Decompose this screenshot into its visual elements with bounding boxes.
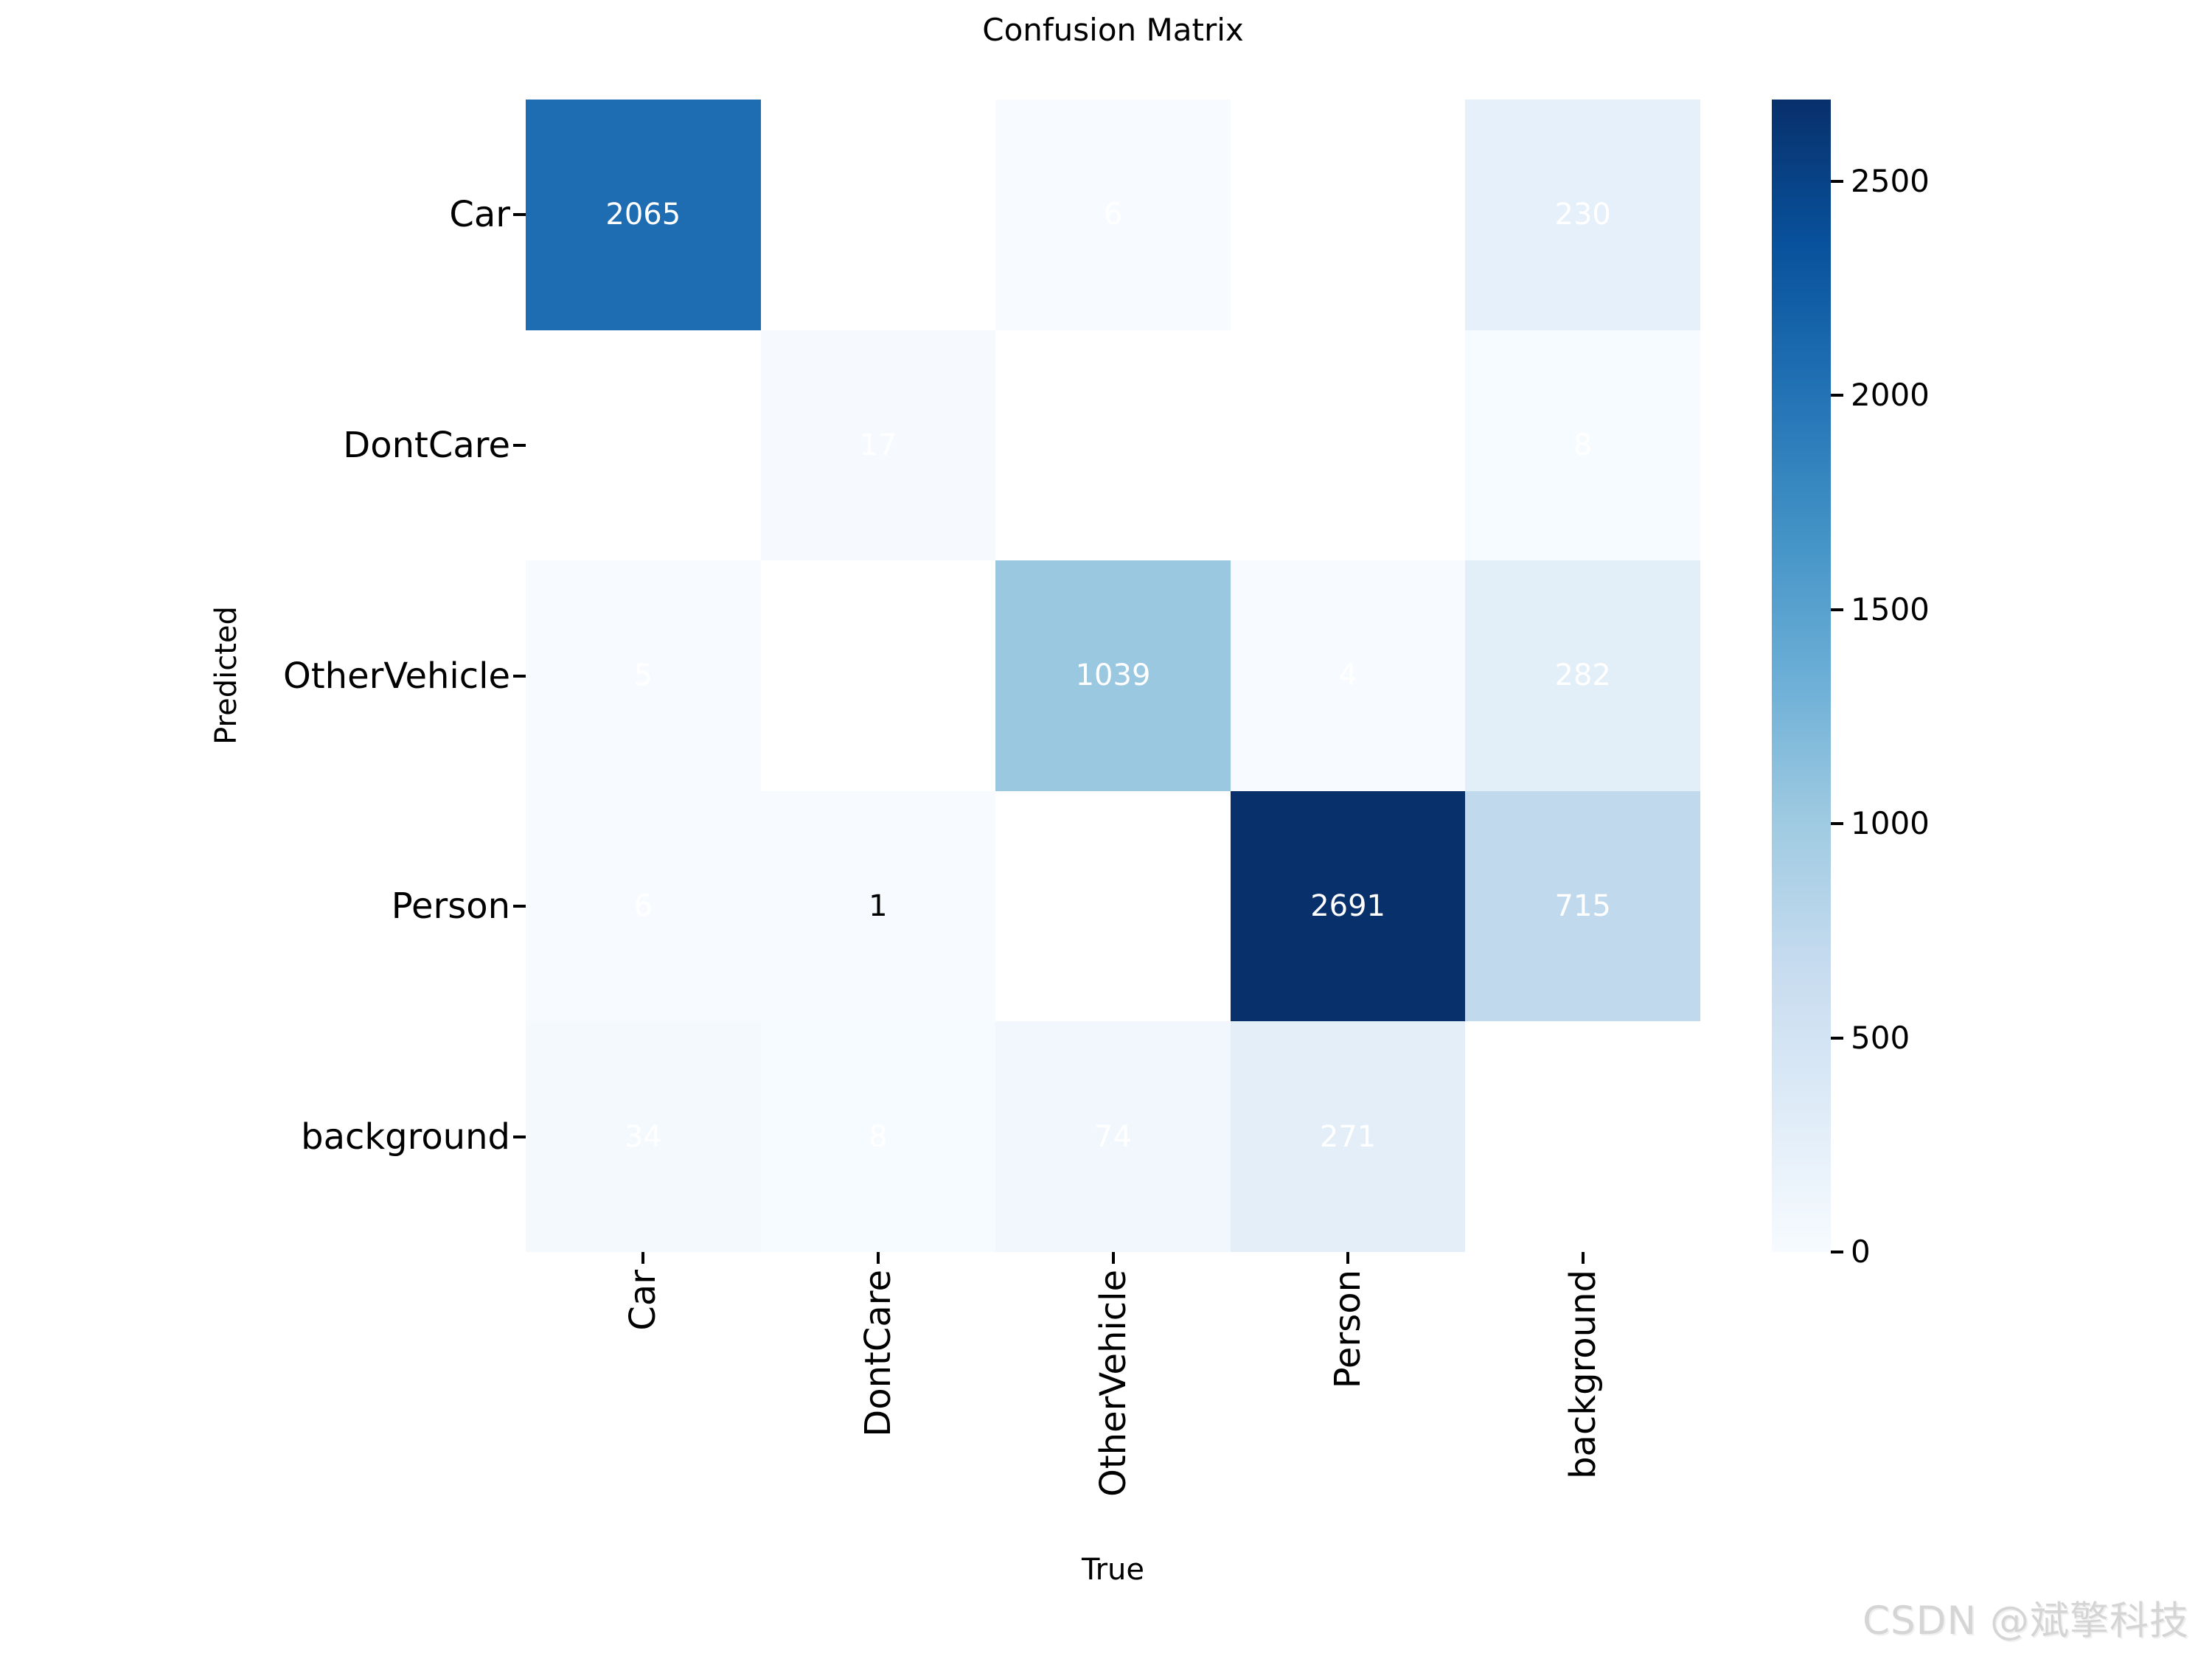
heatmap-cell-Car-DontCare (760, 100, 996, 330)
y-tick-mark (513, 905, 526, 908)
heatmap-cell-OtherVehicle-OtherVehicle: 1039 (995, 560, 1231, 791)
colorbar-tick-label-0: 0 (1851, 1234, 1871, 1270)
heatmap-cell-Car-Car: 2065 (526, 100, 761, 330)
heatmap-cell-DontCare-Car (526, 330, 761, 561)
colorbar-tick-mark (1831, 179, 1843, 183)
x-tick-mark (1111, 1252, 1115, 1264)
heatmap-cell-DontCare-background: 8 (1465, 330, 1700, 561)
x-tick-mark (876, 1252, 880, 1264)
heatmap-cell-DontCare-Person (1230, 330, 1466, 561)
colorbar-tick-label-2500: 2500 (1851, 162, 1930, 199)
x-tick-label-DontCare: DontCare (857, 1270, 899, 1437)
heatmap-cell-Person-OtherVehicle (995, 790, 1231, 1022)
y-tick-label-Car: Car (449, 194, 510, 236)
x-tick-mark (1346, 1252, 1350, 1264)
x-tick-label-background: background (1562, 1270, 1604, 1479)
y-tick-label-background: background (301, 1116, 510, 1158)
chart-title: Confusion Matrix (982, 12, 1244, 48)
y-tick-mark (513, 674, 526, 678)
heatmap-cell-background-DontCare: 8 (760, 1021, 996, 1252)
heatmap-cell-OtherVehicle-DontCare (760, 560, 996, 791)
y-tick-mark (513, 443, 526, 447)
x-tick-mark (641, 1252, 645, 1264)
heatmap-cell-Person-Car: 6 (526, 790, 761, 1022)
heatmap-grid: 2065 6 230 17 8 5 1039 4 282 6 1 2691 715 34 8 74 271 (526, 100, 1700, 1252)
y-tick-label-DontCare: DontCare (343, 424, 510, 466)
x-tick-label-Person: Person (1327, 1270, 1369, 1389)
heatmap-cell-background-OtherVehicle: 74 (995, 1021, 1231, 1252)
heatmap-cell-background-Car: 34 (526, 1021, 761, 1252)
heatmap-cell-Car-Person (1230, 100, 1466, 330)
x-tick-label-OtherVehicle: OtherVehicle (1092, 1270, 1134, 1497)
heatmap-cell-OtherVehicle-Car: 5 (526, 560, 761, 791)
heatmap-cell-Person-DontCare: 1 (760, 790, 996, 1022)
heatmap-cell-Person-Person: 2691 (1230, 790, 1466, 1022)
watermark-text: CSDN @斌擎科技 (1863, 1599, 2189, 1644)
y-tick-label-Person: Person (391, 886, 510, 928)
colorbar-tick-mark (1831, 822, 1843, 826)
heatmap-cell-background-background (1465, 1021, 1700, 1252)
y-tick-mark (513, 1135, 526, 1138)
colorbar-tick-mark (1831, 394, 1843, 397)
heatmap-cell-OtherVehicle-background: 282 (1465, 560, 1700, 791)
colorbar (1772, 100, 1831, 1252)
heatmap-cell-DontCare-DontCare: 17 (760, 330, 996, 561)
colorbar-tick-mark (1831, 608, 1843, 611)
x-tick-label-Car: Car (622, 1270, 664, 1331)
heatmap-cell-Car-background: 230 (1465, 100, 1700, 330)
heatmap-cell-Person-background: 715 (1465, 790, 1700, 1022)
x-axis-label: True (1082, 1553, 1144, 1587)
heatmap-cell-DontCare-OtherVehicle (995, 330, 1231, 561)
heatmap-cell-Car-OtherVehicle: 6 (995, 100, 1231, 330)
y-tick-mark (513, 213, 526, 217)
y-tick-label-OtherVehicle: OtherVehicle (283, 655, 510, 697)
x-tick-mark (1581, 1252, 1585, 1264)
colorbar-tick-mark (1831, 1036, 1843, 1040)
heatmap-cell-OtherVehicle-Person: 4 (1230, 560, 1466, 791)
colorbar-tick-label-2000: 2000 (1851, 377, 1930, 414)
colorbar-tick-label-1000: 1000 (1851, 805, 1930, 842)
colorbar-tick-label-500: 500 (1851, 1019, 1910, 1056)
heatmap-cell-background-Person: 271 (1230, 1021, 1466, 1252)
y-axis-label: Predicted (209, 606, 243, 745)
colorbar-tick-mark (1831, 1251, 1843, 1253)
colorbar-tick-label-1500: 1500 (1851, 591, 1930, 627)
